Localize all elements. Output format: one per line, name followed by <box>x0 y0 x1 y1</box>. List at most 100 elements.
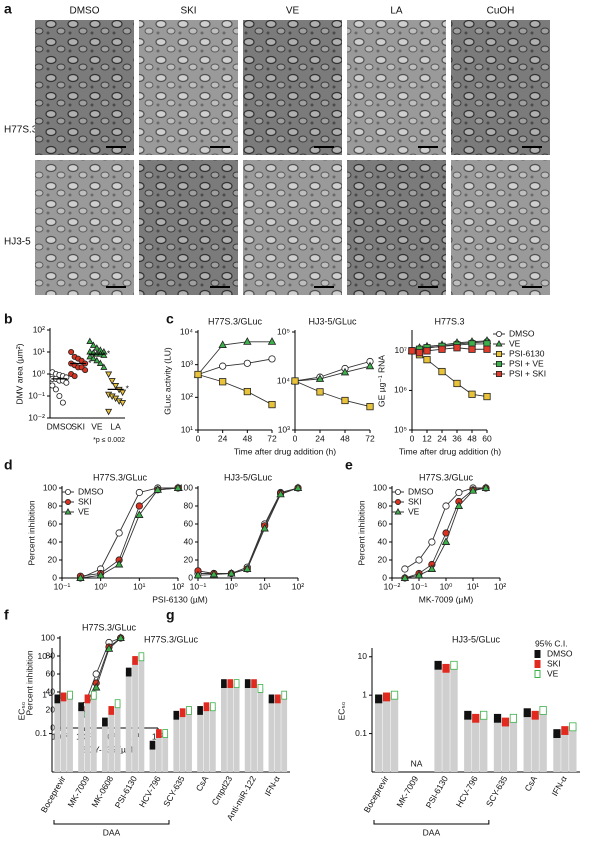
micrograph-shade <box>35 160 134 295</box>
bar <box>390 695 399 772</box>
ci-box <box>125 667 132 677</box>
bar <box>539 710 547 772</box>
data-point <box>108 378 116 385</box>
bar <box>173 715 180 772</box>
x-tick-label: 0 <box>196 433 201 443</box>
bar <box>54 698 61 772</box>
ci-box <box>156 729 162 738</box>
x-tick-label: MK-0608 <box>89 774 115 809</box>
series-line <box>197 487 299 576</box>
x-tick-label: VE <box>91 421 103 431</box>
ci-box <box>450 660 458 670</box>
x-tick-label: 10⁰ <box>440 581 453 591</box>
data-point <box>52 386 59 393</box>
series-line <box>80 487 179 577</box>
chart-title: H77S.3 <box>434 316 464 326</box>
x-tick-label: Boceprevir <box>362 774 391 814</box>
data-point <box>218 340 227 348</box>
data-point <box>442 502 450 510</box>
legend-label: SKI <box>78 496 92 506</box>
bar <box>553 733 561 772</box>
x-tick-label: 10² <box>172 581 184 591</box>
legend-swatch <box>534 670 541 678</box>
bar <box>464 715 472 772</box>
data-point <box>243 337 252 345</box>
ci-box <box>382 692 391 702</box>
data-point <box>268 400 276 409</box>
bar <box>60 696 67 772</box>
y-tick-label: 1 <box>42 689 47 699</box>
x-tick-label: 10¹ <box>259 581 271 591</box>
y-tick-label: 10⁻² <box>28 412 45 422</box>
legend-marker <box>394 488 401 495</box>
data-point <box>173 483 183 491</box>
x-tick-label: 48 <box>467 433 477 443</box>
legend-marker <box>65 488 72 495</box>
ci-box <box>203 702 210 712</box>
data-point <box>135 510 144 518</box>
data-point <box>415 556 423 564</box>
ci-box <box>390 690 399 700</box>
micrograph <box>243 20 342 155</box>
bar <box>132 660 138 772</box>
panel-label: a <box>4 1 12 17</box>
data-point <box>71 373 78 380</box>
data-point <box>89 354 97 362</box>
ci-box <box>233 679 240 689</box>
x-tick-label: CsA <box>194 774 211 793</box>
x-tick-label: SKI <box>71 421 85 431</box>
data-point <box>455 488 463 497</box>
bar <box>197 710 204 772</box>
bar <box>251 683 257 772</box>
bar <box>479 715 488 772</box>
data-point <box>267 337 277 345</box>
group-bracket <box>373 820 490 825</box>
x-tick-label: 10² <box>494 581 506 591</box>
data-point <box>366 403 374 411</box>
x-tick-label: 10² <box>292 581 304 591</box>
legend-marker <box>495 370 502 377</box>
y-tick-label: 100 <box>41 632 55 642</box>
ci-box <box>434 660 442 670</box>
ci-box <box>108 706 115 715</box>
data-point <box>453 344 461 352</box>
y-tick-label: 80 <box>48 500 58 510</box>
x-tick-label: 24 <box>437 433 447 443</box>
data-point <box>441 537 451 545</box>
x-tick-label: SCY-635 <box>161 774 187 808</box>
y-tick-label: 10¹ <box>33 346 45 356</box>
y-tick-label: 40 <box>184 536 194 546</box>
bar <box>434 665 442 772</box>
y-tick-label: 0 <box>50 722 55 732</box>
column-label: DMSO <box>70 6 100 17</box>
series-line <box>294 361 371 382</box>
panel-label: b <box>4 311 13 327</box>
data-point <box>49 382 56 389</box>
ci-box <box>209 702 216 712</box>
data-point <box>115 529 123 537</box>
y-axis-label: GLuc activity (LU) <box>162 347 172 415</box>
y-tick-label: 10 <box>358 651 368 661</box>
y-tick-label: 10³ <box>181 359 193 369</box>
ci-box <box>138 652 145 662</box>
micrograph-shade <box>139 160 238 295</box>
bar <box>493 718 502 772</box>
x-tick-label: Boceprevir <box>39 774 68 814</box>
y-tick-label: 60 <box>48 518 58 528</box>
bar <box>450 665 458 772</box>
ci-box <box>442 663 450 673</box>
significance-mark: * <box>126 384 130 394</box>
ci-box <box>464 710 472 720</box>
y-tick-label: 10⁰ <box>32 368 45 378</box>
y-tick-label: 20 <box>184 554 194 564</box>
micrograph-shade <box>451 160 550 295</box>
legend-label: SKI <box>408 496 422 506</box>
bar <box>509 718 518 772</box>
y-tick-label: 10⁴ <box>180 326 193 336</box>
y-tick-label: 80 <box>46 650 56 660</box>
micrograph-shade <box>35 20 134 155</box>
ci-box <box>197 706 203 715</box>
y-axis-label: GE µg⁻¹ RNA <box>376 355 386 407</box>
data-point <box>414 570 424 579</box>
